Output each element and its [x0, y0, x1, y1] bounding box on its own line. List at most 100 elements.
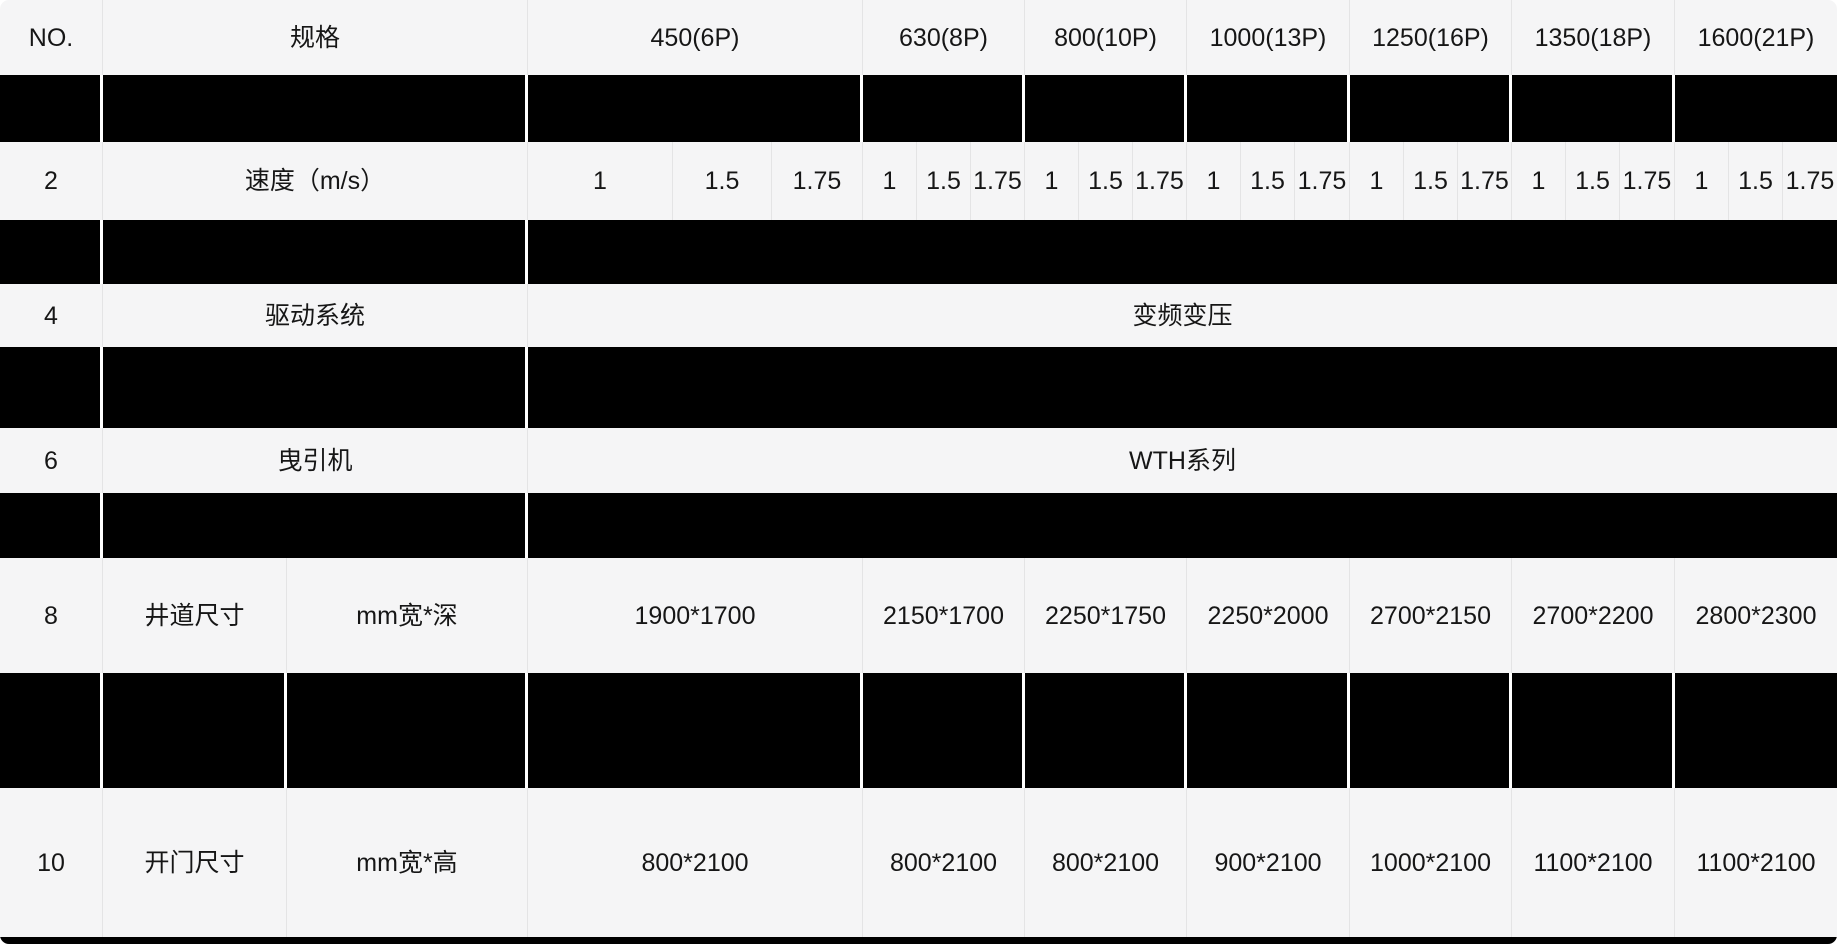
row-number-cell: 8: [0, 558, 103, 673]
unit-cell: mm宽*深: [287, 558, 528, 673]
speed-value-cell: 1.5: [673, 142, 772, 220]
row-number-cell: 10: [0, 788, 103, 937]
speed-value-cell: 1.75: [772, 142, 863, 220]
door-size-cell: 1100*2100: [1675, 788, 1837, 937]
capacity-header-cell: 800(10P): [1025, 0, 1187, 75]
redacted-cell: [103, 493, 528, 558]
shaft-size-cell: 2800*2300: [1675, 558, 1837, 673]
redacted-cell: [1187, 75, 1350, 142]
shaft-size-cell: 1900*1700: [528, 558, 863, 673]
row-label-cell: 开门尺寸: [103, 788, 287, 937]
redacted-cell: [0, 493, 103, 558]
redacted-cell: [528, 220, 1837, 284]
redacted-cell: [103, 220, 528, 284]
shaft-size-row: 8 井道尺寸 mm宽*深 1900*1700 2150*1700 2250*17…: [0, 558, 1837, 673]
capacity-header-cell: 1250(16P): [1350, 0, 1512, 75]
speed-value-cell: 1.5: [1079, 142, 1133, 220]
door-size-row: 10 开门尺寸 mm宽*高 800*2100 800*2100 800*2100…: [0, 788, 1837, 937]
redacted-row-bottom: [0, 937, 1837, 944]
door-size-cell: 800*2100: [1025, 788, 1187, 937]
redacted-cell: [103, 75, 528, 142]
speed-value-cell: 1.75: [1783, 142, 1837, 220]
shaft-size-cell: 2150*1700: [863, 558, 1025, 673]
row-number-cell: 6: [0, 428, 103, 493]
speed-value-cell: 1.5: [1241, 142, 1295, 220]
speed-value-cell: 1.5: [1566, 142, 1620, 220]
redacted-cell: [1675, 673, 1837, 788]
capacity-header-cell: 1600(21P): [1675, 0, 1837, 75]
redacted-cell: [528, 347, 1837, 428]
redacted-cell: [0, 75, 103, 142]
redacted-row-5: [0, 347, 1837, 428]
speed-value-cell: 1: [1187, 142, 1241, 220]
speed-value-cell: 1.75: [1458, 142, 1512, 220]
unit-cell: mm宽*高: [287, 788, 528, 937]
capacity-header-cell: 1350(18P): [1512, 0, 1675, 75]
door-size-cell: 1100*2100: [1512, 788, 1675, 937]
speed-value-cell: 1.5: [1404, 142, 1458, 220]
row-number-cell: 2: [0, 142, 103, 220]
shaft-size-cell: 2250*1750: [1025, 558, 1187, 673]
redacted-cell: [1675, 75, 1837, 142]
door-size-cell: 1000*2100: [1350, 788, 1512, 937]
redacted-cell: [1512, 673, 1675, 788]
header-row: NO. 规格 450(6P) 630(8P) 800(10P) 1000(13P…: [0, 0, 1837, 75]
capacity-header-cell: 450(6P): [528, 0, 863, 75]
speed-value-cell: 1.75: [971, 142, 1025, 220]
row-label-cell: 曳引机: [103, 428, 528, 493]
speed-value-cell: 1: [863, 142, 917, 220]
redacted-cell: [1350, 673, 1512, 788]
capacity-header-cell: 1000(13P): [1187, 0, 1350, 75]
traction-row: 6 曳引机 WTH系列: [0, 428, 1837, 493]
redacted-row-9: [0, 673, 1837, 788]
shaft-size-cell: 2700*2200: [1512, 558, 1675, 673]
redacted-cell: [103, 347, 528, 428]
door-size-cell: 800*2100: [863, 788, 1025, 937]
redacted-cell: [1187, 673, 1350, 788]
header-spec-cell: 规格: [103, 0, 528, 75]
speed-value-cell: 1: [528, 142, 673, 220]
redacted-cell: [1025, 75, 1187, 142]
redacted-cell: [528, 673, 863, 788]
redacted-cell: [1025, 673, 1187, 788]
redacted-cell: [287, 673, 528, 788]
redacted-row-3: [0, 220, 1837, 284]
merged-value-cell: WTH系列: [528, 428, 1837, 493]
speed-value-cell: 1.5: [1729, 142, 1783, 220]
redacted-cell: [863, 75, 1025, 142]
row-label-cell: 速度（m/s）: [103, 142, 528, 220]
redacted-row-1: [0, 75, 1837, 142]
redacted-cell: [103, 673, 287, 788]
drive-row: 4 驱动系统 变频变压: [0, 284, 1837, 347]
speed-value-cell: 1.75: [1620, 142, 1675, 220]
redacted-cell: [0, 937, 1837, 944]
door-size-cell: 800*2100: [528, 788, 863, 937]
speed-value-cell: 1.75: [1295, 142, 1350, 220]
redacted-cell: [528, 75, 863, 142]
merged-value-cell: 变频变压: [528, 284, 1837, 347]
row-label-cell: 井道尺寸: [103, 558, 287, 673]
redacted-cell: [0, 347, 103, 428]
header-no-cell: NO.: [0, 0, 103, 75]
speed-value-cell: 1: [1675, 142, 1729, 220]
capacity-header-cell: 630(8P): [863, 0, 1025, 75]
redacted-cell: [1350, 75, 1512, 142]
redacted-cell: [0, 673, 103, 788]
redacted-cell: [0, 220, 103, 284]
redacted-cell: [528, 493, 1837, 558]
shaft-size-cell: 2700*2150: [1350, 558, 1512, 673]
redacted-row-7: [0, 493, 1837, 558]
speed-row: 2 速度（m/s） 1 1.5 1.75 1 1.5 1.75 1 1.5 1.…: [0, 142, 1837, 220]
speed-value-cell: 1.5: [917, 142, 971, 220]
speed-value-cell: 1: [1350, 142, 1404, 220]
shaft-size-cell: 2250*2000: [1187, 558, 1350, 673]
door-size-cell: 900*2100: [1187, 788, 1350, 937]
row-number-cell: 4: [0, 284, 103, 347]
speed-value-cell: 1.75: [1133, 142, 1187, 220]
row-label-cell: 驱动系统: [103, 284, 528, 347]
speed-value-cell: 1: [1025, 142, 1079, 220]
redacted-cell: [1512, 75, 1675, 142]
speed-value-cell: 1: [1512, 142, 1566, 220]
redacted-cell: [863, 673, 1025, 788]
